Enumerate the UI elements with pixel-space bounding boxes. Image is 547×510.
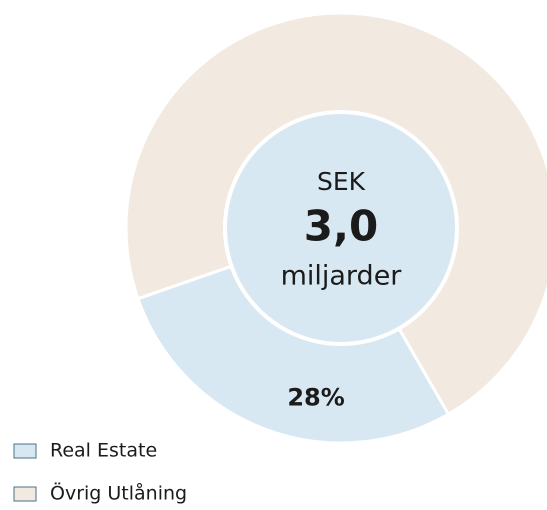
legend-swatch bbox=[13, 486, 37, 502]
legend-label: Övrig Utlåning bbox=[50, 482, 187, 505]
center-value: 3,0 bbox=[304, 202, 378, 251]
value-label: 28% bbox=[287, 384, 344, 412]
center-disc bbox=[223, 110, 459, 346]
legend-swatch bbox=[13, 443, 37, 459]
legend-label: Real Estate bbox=[50, 440, 157, 462]
center-suffix: miljarder bbox=[281, 261, 403, 292]
legend: Real Estate Övrig Utlåning bbox=[13, 440, 187, 505]
center-unit: SEK bbox=[317, 167, 366, 196]
